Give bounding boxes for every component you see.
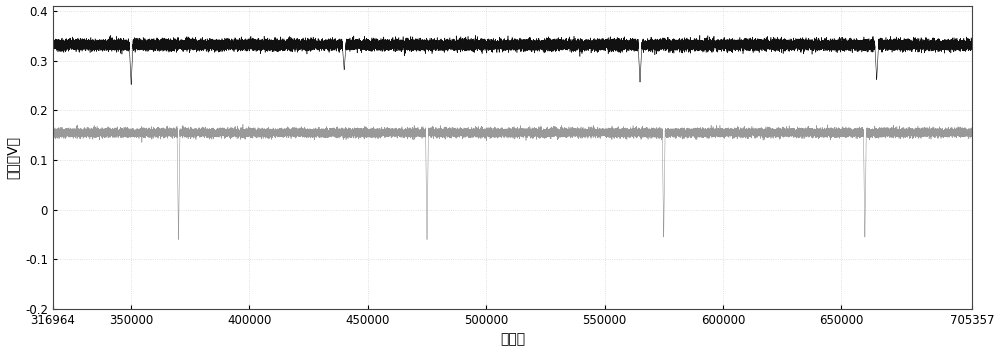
Y-axis label: 幅度［V］: 幅度［V］	[6, 136, 20, 179]
X-axis label: 采样点: 采样点	[500, 332, 525, 346]
